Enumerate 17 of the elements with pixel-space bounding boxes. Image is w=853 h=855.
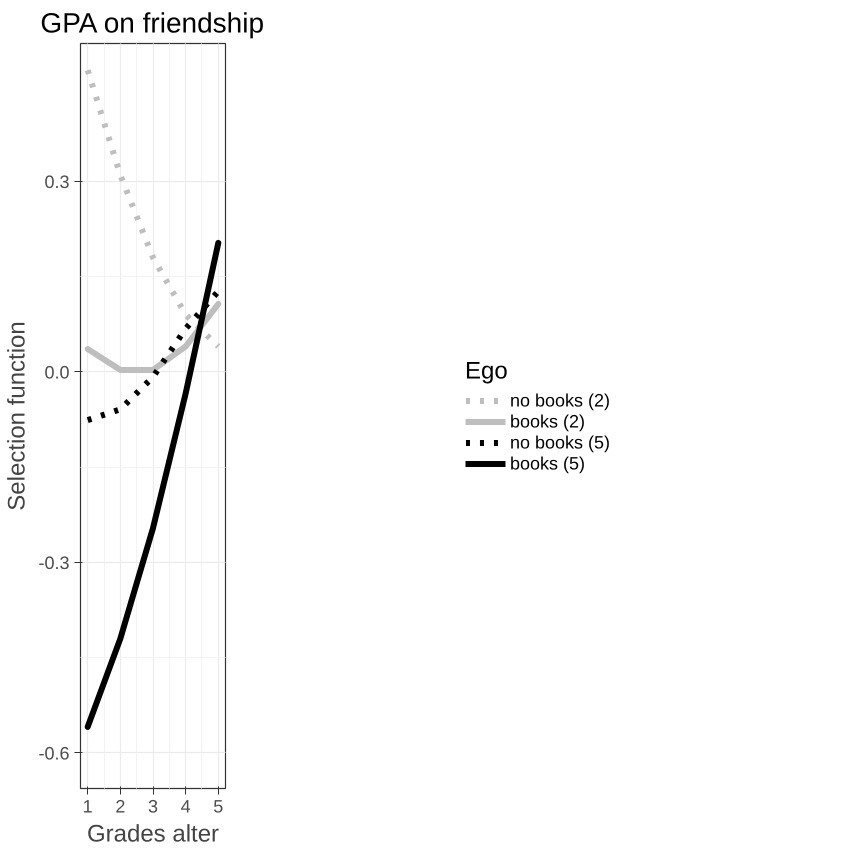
legend-label: no books (2): [510, 390, 610, 411]
x-tick-label: 3: [148, 796, 158, 816]
y-tick-label: -0.3: [38, 552, 70, 573]
legend-title: Ego: [464, 357, 509, 385]
x-tick-label: 4: [180, 796, 191, 816]
y-tick-label: -0.6: [38, 743, 70, 764]
legend-label: books (2): [510, 411, 586, 432]
legend-label: books (5): [510, 453, 586, 474]
legend-label: no books (5): [510, 432, 610, 453]
y-tick-label: 0.3: [44, 172, 70, 192]
chart-title: GPA on friendship: [40, 8, 264, 38]
x-tick-label: 1: [82, 796, 93, 816]
x-axis-title: Grades alter: [86, 820, 220, 848]
x-tick-label: 5: [213, 796, 224, 816]
y-tick-label: 0.0: [44, 362, 70, 382]
x-tick-label: 2: [115, 796, 126, 816]
y-axis-title: Selection function: [3, 321, 30, 511]
